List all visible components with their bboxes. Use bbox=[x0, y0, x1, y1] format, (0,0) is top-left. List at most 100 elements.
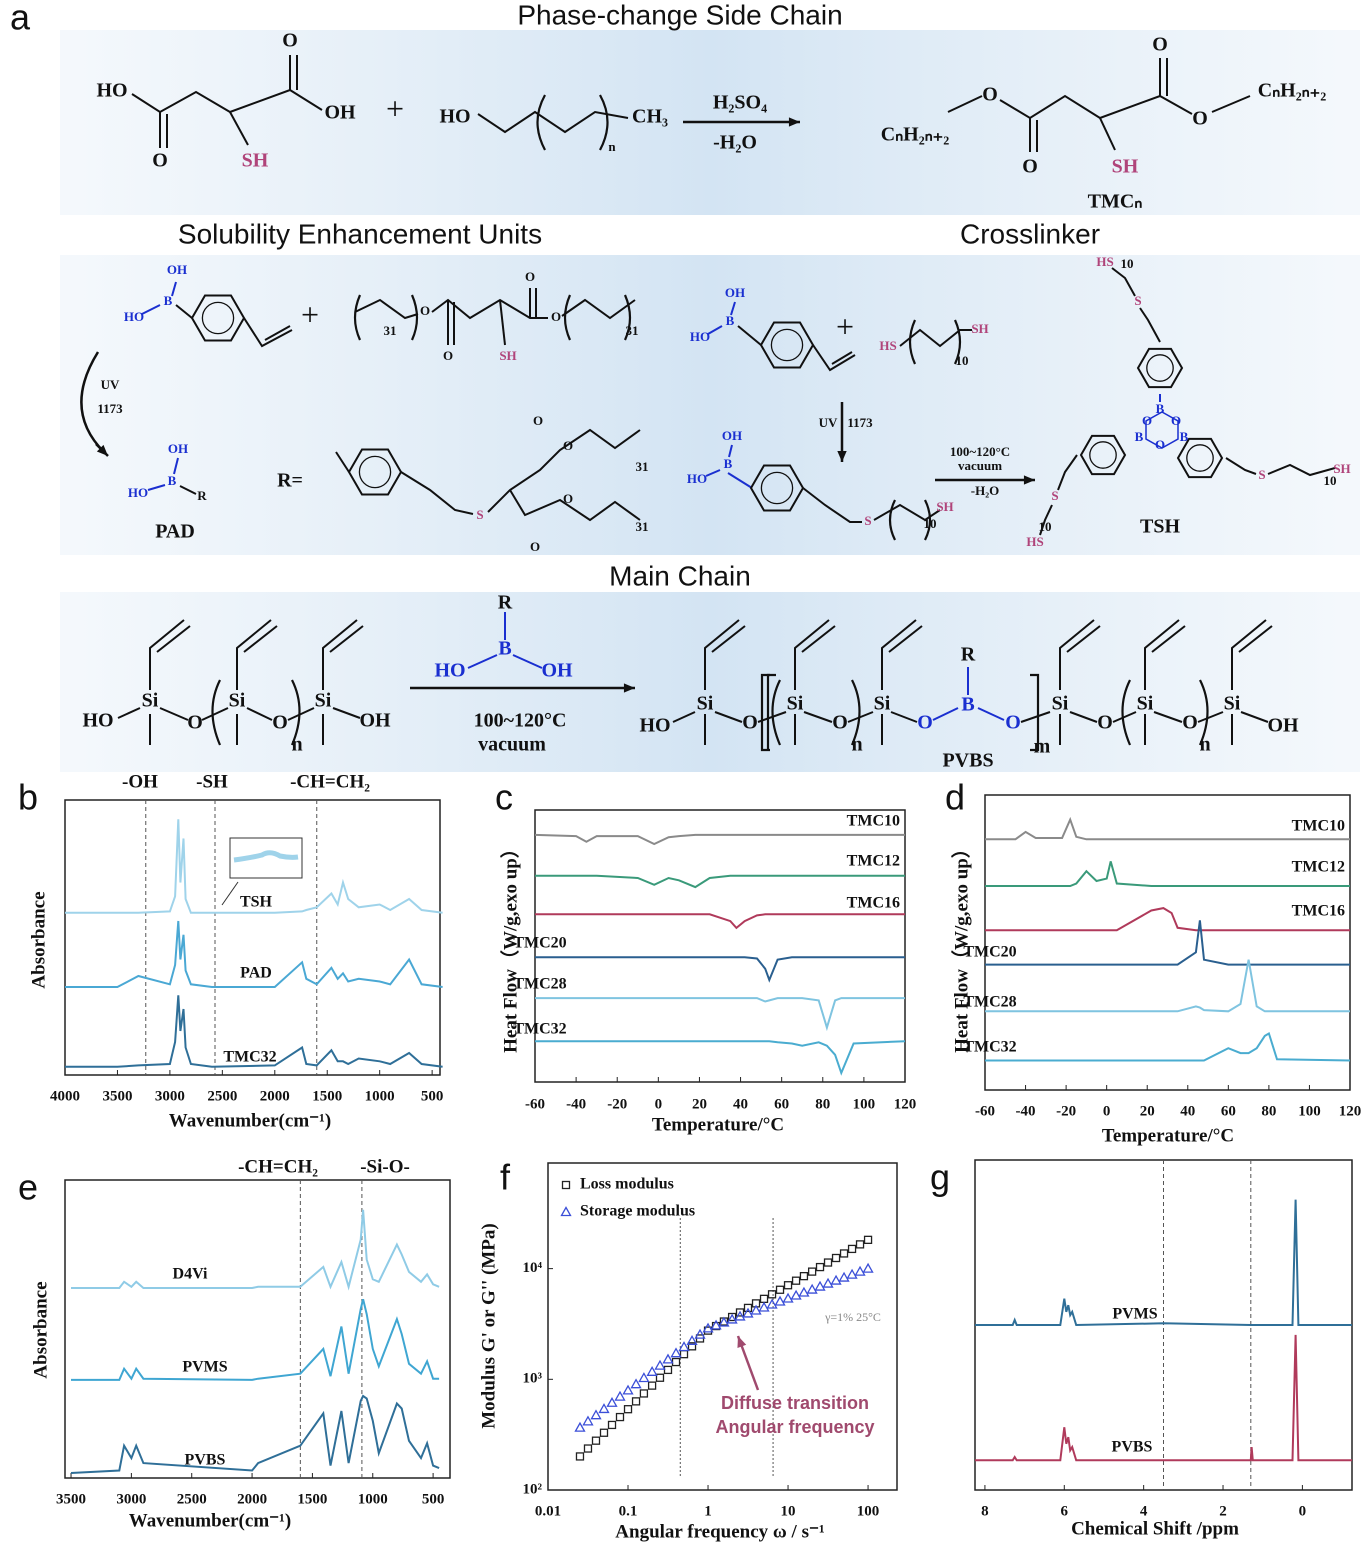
annotation: γ=1% 25°C bbox=[824, 1310, 881, 1324]
chem-label: 100~120°C bbox=[950, 444, 1010, 459]
bond bbox=[335, 451, 350, 473]
chem-label: SH bbox=[1333, 461, 1350, 476]
bond bbox=[890, 711, 918, 723]
bond bbox=[831, 351, 853, 365]
point bbox=[694, 1328, 706, 1339]
bond bbox=[400, 471, 474, 515]
bracket bbox=[536, 94, 546, 151]
series-label: TMC16 bbox=[847, 895, 900, 912]
x-tick-label: 3500 bbox=[102, 1088, 132, 1104]
legend-label: Loss modulus bbox=[580, 1176, 674, 1193]
arrow bbox=[80, 351, 105, 453]
point bbox=[807, 1267, 817, 1276]
point bbox=[823, 1258, 833, 1267]
bond bbox=[1231, 619, 1267, 690]
bond bbox=[727, 472, 753, 489]
chem-label: Si bbox=[315, 690, 332, 712]
x-tick-label: 2500 bbox=[207, 1088, 237, 1104]
chem-label: PAD bbox=[155, 521, 195, 543]
chem-label: R bbox=[197, 488, 207, 503]
point bbox=[582, 1415, 594, 1426]
point bbox=[623, 1405, 633, 1414]
bond bbox=[287, 707, 315, 721]
y-axis-label: Modulus G' or G'' (MPa) bbox=[478, 1223, 499, 1428]
chem-label: SH bbox=[499, 348, 516, 363]
arrow-head bbox=[96, 444, 108, 456]
chem-label: O bbox=[1192, 108, 1208, 130]
point bbox=[814, 1280, 826, 1291]
series-line bbox=[71, 1209, 440, 1291]
x-tick-label: 3000 bbox=[155, 1088, 185, 1104]
series-line bbox=[70, 1394, 440, 1474]
x-axis-label: Chemical Shift /ppm bbox=[1071, 1518, 1239, 1539]
point bbox=[590, 1409, 602, 1420]
point bbox=[854, 1265, 866, 1276]
point bbox=[687, 1342, 697, 1351]
chem-label: O bbox=[742, 712, 758, 734]
chem-label: O bbox=[272, 712, 288, 734]
bond bbox=[141, 304, 161, 315]
chem-label: UV bbox=[819, 415, 838, 430]
chem-label: OH bbox=[541, 660, 573, 682]
x-tick-label: 8 bbox=[981, 1503, 989, 1519]
chem-label: SH bbox=[936, 499, 953, 514]
point bbox=[863, 1235, 873, 1244]
x-axis-label: Wavenumber(cm⁻¹) bbox=[129, 1510, 291, 1531]
point bbox=[750, 1304, 762, 1315]
point bbox=[614, 1390, 626, 1401]
chem-label: 1173 bbox=[97, 401, 123, 416]
y-axis-label: Absorbance bbox=[28, 891, 49, 988]
x-tick-label: 120 bbox=[894, 1096, 917, 1112]
chem-label: HO bbox=[639, 715, 670, 737]
plot-frame bbox=[64, 1179, 451, 1479]
chem-label: HO bbox=[124, 309, 144, 324]
point bbox=[646, 1365, 658, 1376]
chem-label: O bbox=[1182, 712, 1198, 734]
bond bbox=[354, 298, 419, 320]
point bbox=[774, 1295, 786, 1306]
chem-label: vacuum bbox=[958, 458, 1002, 473]
annotation: -Si-O- bbox=[360, 1156, 410, 1177]
bond bbox=[131, 88, 323, 114]
bracket bbox=[924, 499, 932, 541]
point bbox=[583, 1444, 593, 1453]
point bbox=[766, 1298, 778, 1309]
bond bbox=[467, 654, 498, 669]
x-axis-label: Temperature/°C bbox=[652, 1114, 784, 1135]
band bbox=[60, 255, 1360, 555]
bracket bbox=[908, 319, 917, 365]
point bbox=[775, 1285, 785, 1294]
bond bbox=[1197, 711, 1224, 723]
bond bbox=[728, 444, 733, 458]
point bbox=[599, 1428, 609, 1437]
chem-label: CₙH₂ₙ₊₂ bbox=[1258, 80, 1327, 102]
chem-label: vacuum bbox=[478, 734, 546, 756]
chem-label: HO bbox=[687, 471, 707, 486]
ring bbox=[1136, 347, 1184, 389]
panel-label: b bbox=[18, 777, 38, 818]
plot-frame bbox=[984, 794, 1351, 1091]
point bbox=[758, 1301, 770, 1312]
bond bbox=[803, 711, 833, 723]
x-tick-label: -60 bbox=[525, 1096, 545, 1112]
x-tick-label: 3000 bbox=[116, 1491, 146, 1507]
bond bbox=[881, 619, 917, 690]
annotation: -SH bbox=[196, 771, 228, 792]
point bbox=[663, 1365, 673, 1375]
x-tick-label: 80 bbox=[815, 1096, 830, 1112]
ring bbox=[759, 321, 815, 369]
chem-label: OH bbox=[168, 441, 188, 456]
point bbox=[782, 1292, 794, 1303]
chem-label: n bbox=[608, 139, 616, 154]
series-line bbox=[65, 920, 443, 988]
boroxine bbox=[1145, 411, 1179, 449]
chem-label: O bbox=[1171, 413, 1181, 428]
point bbox=[662, 1353, 674, 1364]
bond bbox=[801, 625, 836, 653]
series-label: TMC32 bbox=[513, 1021, 566, 1038]
plot-frame bbox=[547, 1162, 898, 1491]
point bbox=[727, 1312, 737, 1322]
point bbox=[726, 1313, 738, 1324]
point bbox=[638, 1372, 650, 1383]
